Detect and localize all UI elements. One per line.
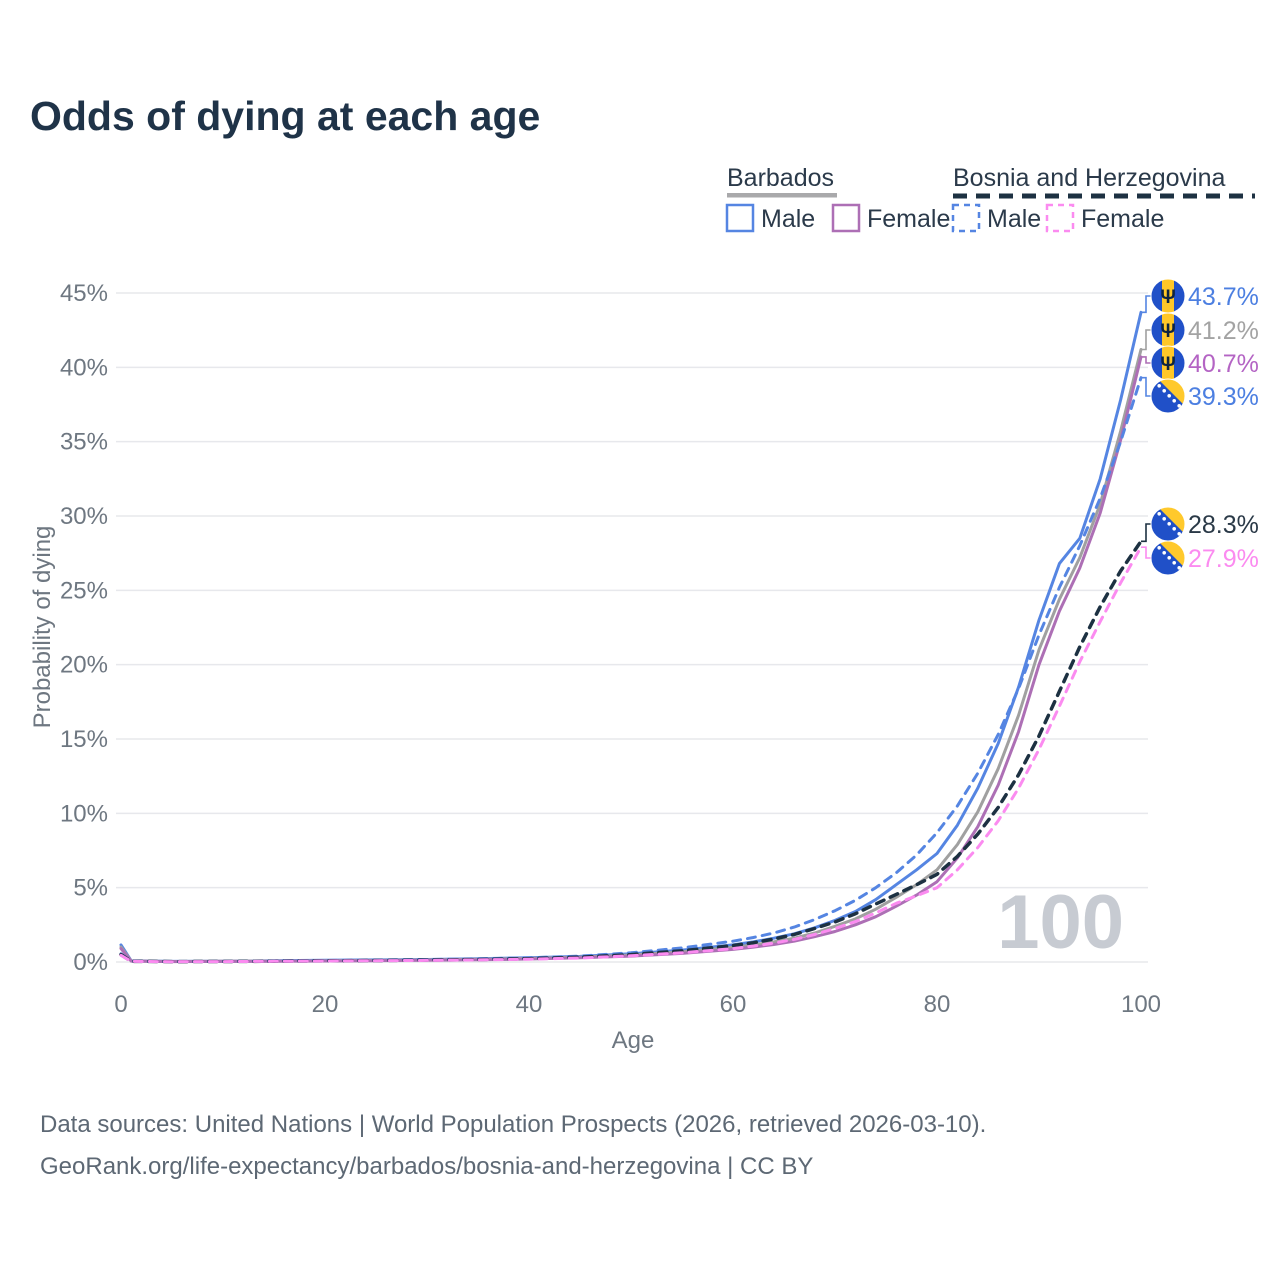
bosnia-male-swatch <box>951 203 981 233</box>
end-label-connector <box>1141 523 1151 543</box>
age-watermark: 100 <box>997 880 1124 965</box>
legend: Barbados Male Female Bosnia and Herzegov… <box>725 164 1255 233</box>
x-tick-label: 40 <box>516 991 543 1018</box>
legend-male-label: Male <box>761 205 815 233</box>
bosnia-flag-icon <box>1151 541 1185 575</box>
end-label-value: 41.2% <box>1188 317 1259 345</box>
end-label-value: 27.9% <box>1188 545 1259 573</box>
y-tick-label: 15% <box>60 726 108 753</box>
end-label-connector <box>1141 376 1151 397</box>
legend-country-label: Barbados <box>727 164 834 192</box>
x-axis-title: Age <box>612 1027 655 1054</box>
x-tick-label: 0 <box>114 991 127 1018</box>
x-tick-label: 80 <box>924 991 951 1018</box>
y-tick-label: 45% <box>60 280 108 307</box>
barbados-male-swatch <box>725 203 755 233</box>
y-axis-tick-labels: 0% 5% 10% 15% 20% 25% 30% 35% 40% 45% <box>60 280 108 976</box>
barbados-line-sample <box>727 193 837 198</box>
bosnia-flag-icon <box>1151 379 1185 413</box>
y-tick-label: 35% <box>60 429 108 456</box>
y-tick-label: 5% <box>73 875 108 902</box>
series-line-bosnia-and-herzegovina-male <box>119 376 1143 964</box>
legend-female-label: Female <box>867 205 950 233</box>
y-axis-title: Probability of dying <box>29 526 56 729</box>
footer-data-sources: Data sources: United Nations | World Pop… <box>40 1111 986 1138</box>
legend-group-bosnia: Bosnia and Herzegovina Male Female <box>951 164 1255 233</box>
gridlines <box>116 292 1148 963</box>
legend-female-label: Female <box>1081 205 1164 233</box>
legend-male-label: Male <box>987 205 1041 233</box>
end-label-connector <box>1141 356 1151 364</box>
end-label-connector <box>1141 329 1151 351</box>
x-tick-label: 20 <box>312 991 339 1018</box>
legend-country-label: Bosnia and Herzegovina <box>953 164 1225 192</box>
y-tick-label: 0% <box>73 949 108 976</box>
series-line-barbados-male <box>119 310 1143 963</box>
end-label-value: 40.7% <box>1188 350 1259 378</box>
x-tick-label: 100 <box>1121 991 1161 1018</box>
series-lines <box>119 310 1143 964</box>
barbados-female-swatch <box>831 203 861 233</box>
y-tick-label: 25% <box>60 577 108 604</box>
end-label-value: 39.3% <box>1188 383 1259 411</box>
end-label-value: 28.3% <box>1188 511 1259 539</box>
legend-group-barbados: Barbados Male Female <box>725 164 950 233</box>
x-tick-label: 60 <box>720 991 747 1018</box>
end-label-connector <box>1141 546 1151 559</box>
y-tick-label: 30% <box>60 503 108 530</box>
series-line-bosnia-and-herzegovina-female <box>119 545 1143 964</box>
y-tick-label: 20% <box>60 652 108 679</box>
y-tick-label: 40% <box>60 354 108 381</box>
end-label-connector <box>1141 295 1151 314</box>
series-line-barbados-female <box>119 355 1143 964</box>
footer-attribution: GeoRank.org/life-expectancy/barbados/bos… <box>40 1153 813 1180</box>
page-title: Odds of dying at each age <box>30 93 540 139</box>
bosnia-female-swatch <box>1045 203 1075 233</box>
end-label-value: 43.7% <box>1188 283 1259 311</box>
series-end-labels: 43.7% 41.2% 40.7% 39.3% 28.3% 27.9% <box>1141 279 1259 575</box>
y-tick-label: 10% <box>60 800 108 827</box>
barbados-flag-icon <box>1151 279 1185 313</box>
barbados-flag-icon <box>1151 346 1185 380</box>
barbados-flag-icon <box>1151 313 1185 347</box>
bosnia-flag-icon <box>1151 507 1185 541</box>
x-axis-tick-labels: 0 20 40 60 80 100 <box>114 991 1161 1018</box>
